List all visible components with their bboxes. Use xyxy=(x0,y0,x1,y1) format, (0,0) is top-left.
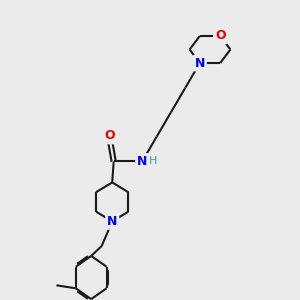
Text: N: N xyxy=(107,215,117,228)
Text: O: O xyxy=(215,29,226,43)
Text: H: H xyxy=(149,156,157,167)
Text: N: N xyxy=(195,56,205,70)
Text: O: O xyxy=(104,129,115,142)
Text: N: N xyxy=(137,155,147,168)
